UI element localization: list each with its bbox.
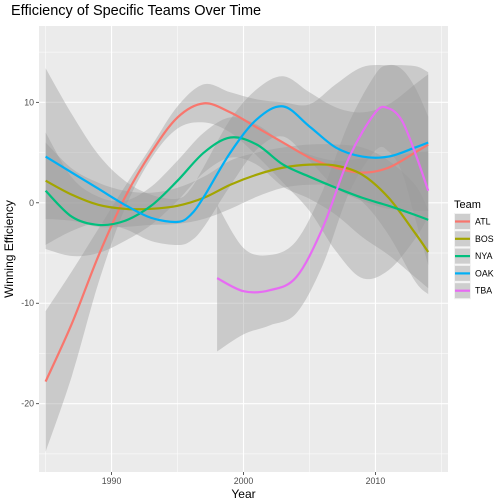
- line-oak: [45, 105, 429, 224]
- x-tick-label: 2010: [366, 476, 386, 486]
- legend: Team ATL BOS NYA OAK TBA: [454, 199, 494, 300]
- line-bos: [45, 163, 430, 253]
- legend-title: Team: [454, 199, 481, 211]
- line-nya: [44, 136, 429, 227]
- y-axis-title: Winning Efficiency: [2, 200, 16, 298]
- ribbon-atl: [45, 65, 429, 452]
- legend-item-oak: OAK: [454, 264, 494, 282]
- legend-label: BOS: [475, 234, 494, 244]
- legend-label: OAK: [475, 268, 494, 278]
- legend-item-atl: ATL: [454, 213, 491, 230]
- ribbon-oak: [45, 68, 429, 245]
- series-lines: [44, 102, 430, 383]
- y-tick-label: 0: [29, 198, 34, 208]
- x-axis-title: Year: [231, 487, 255, 501]
- y-tick-label: -20: [21, 399, 34, 409]
- x-axis: 1990 2000 2010: [102, 472, 386, 486]
- chart-title: Efficiency of Specific Teams Over Time: [11, 3, 261, 19]
- y-axis: -20 -10 0 10: [21, 97, 39, 409]
- legend-label: ATL: [475, 217, 491, 227]
- legend-label: TBA: [475, 286, 492, 296]
- legend-item-bos: BOS: [454, 230, 494, 248]
- y-tick-label: 10: [24, 97, 34, 107]
- legend-item-nya: NYA: [454, 247, 493, 265]
- x-tick-label: 1990: [102, 476, 122, 486]
- line-atl: [44, 102, 429, 383]
- ribbon-tba: [217, 64, 429, 352]
- legend-label: NYA: [475, 251, 493, 261]
- x-tick-label: 2000: [234, 476, 254, 486]
- y-tick-label: -10: [21, 298, 34, 308]
- line-tba: [216, 105, 430, 294]
- grid: [39, 26, 448, 472]
- legend-item-tba: TBA: [454, 282, 492, 300]
- ribbon-bos: [45, 142, 429, 295]
